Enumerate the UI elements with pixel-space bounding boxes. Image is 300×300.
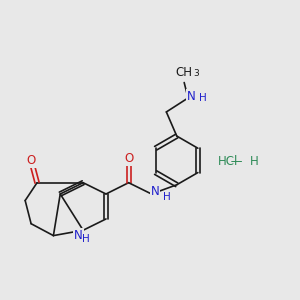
Text: —: —: [227, 155, 246, 168]
Text: 3: 3: [194, 69, 200, 78]
Text: N: N: [151, 185, 159, 198]
Text: N: N: [74, 229, 83, 242]
Text: H: H: [250, 155, 258, 168]
Text: H: H: [163, 192, 171, 202]
Text: H: H: [82, 234, 90, 244]
Text: HCl: HCl: [218, 155, 239, 168]
Text: CH: CH: [175, 66, 192, 79]
Text: O: O: [124, 152, 133, 165]
Text: O: O: [26, 154, 36, 167]
Text: N: N: [187, 90, 195, 103]
Text: H: H: [199, 93, 207, 103]
